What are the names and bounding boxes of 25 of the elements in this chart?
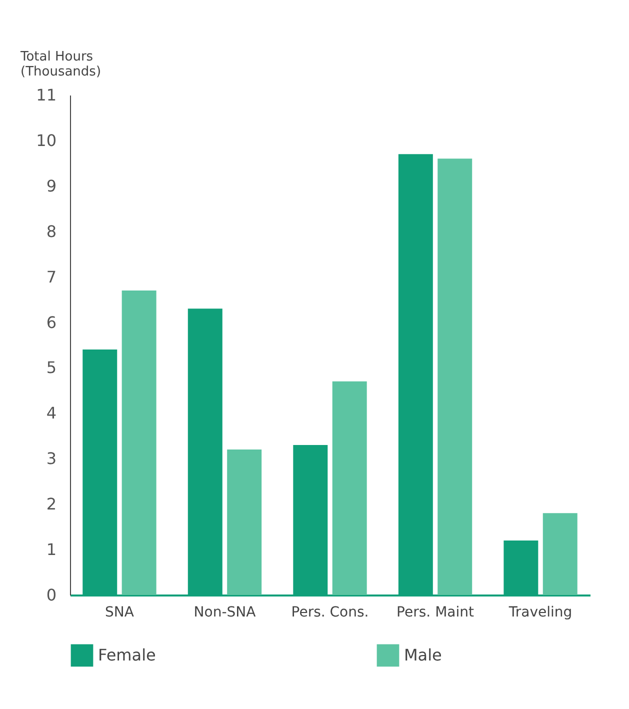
legend-label: Female — [98, 645, 156, 664]
x-tick-label: Pers. Cons. — [291, 604, 369, 620]
x-tick-label: SNA — [105, 604, 134, 620]
x-tick-label: Non-SNA — [194, 604, 256, 620]
x-tick-label: Traveling — [508, 604, 572, 620]
y-tick-label: 4 — [46, 404, 56, 423]
x-tick-label: Pers. Maint — [396, 604, 474, 620]
y-tick-label: 0 — [46, 586, 56, 604]
y-tick-label: 11 — [36, 86, 56, 104]
bar — [542, 513, 578, 595]
legend-label: Male — [404, 645, 442, 664]
y-tick-label: 3 — [46, 449, 56, 468]
bar — [227, 450, 262, 595]
y-tick-label: 1 — [46, 540, 56, 560]
y-tick-label: 7 — [46, 267, 56, 286]
y-tick-label: 9 — [46, 176, 56, 196]
y-tick-label: 5 — [46, 358, 56, 378]
y-axis-title: Total Hours (Thousands) — [20, 50, 102, 80]
y-tick-label: 2 — [46, 494, 56, 514]
y-tick-label: 10 — [36, 130, 56, 150]
bar — [438, 158, 472, 595]
bar — [122, 290, 156, 595]
y-tick-label: 8 — [46, 222, 56, 241]
bar — [332, 381, 367, 595]
y-tick-label: 6 — [46, 312, 56, 332]
